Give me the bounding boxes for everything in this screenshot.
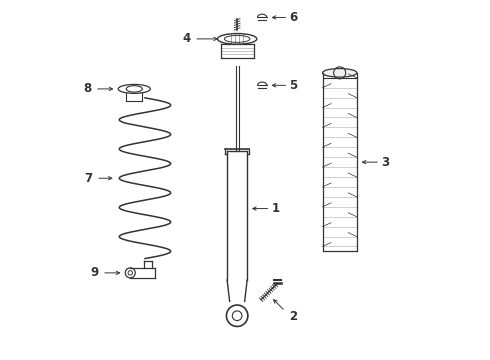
Ellipse shape — [322, 68, 357, 77]
Text: 1: 1 — [271, 202, 280, 215]
Text: 9: 9 — [90, 266, 98, 279]
Text: 5: 5 — [289, 79, 297, 92]
Text: 7: 7 — [84, 172, 93, 185]
Text: 3: 3 — [381, 156, 389, 168]
Text: 4: 4 — [182, 32, 191, 45]
Text: 6: 6 — [289, 11, 297, 24]
Text: 8: 8 — [83, 82, 92, 95]
Text: 2: 2 — [290, 310, 297, 323]
